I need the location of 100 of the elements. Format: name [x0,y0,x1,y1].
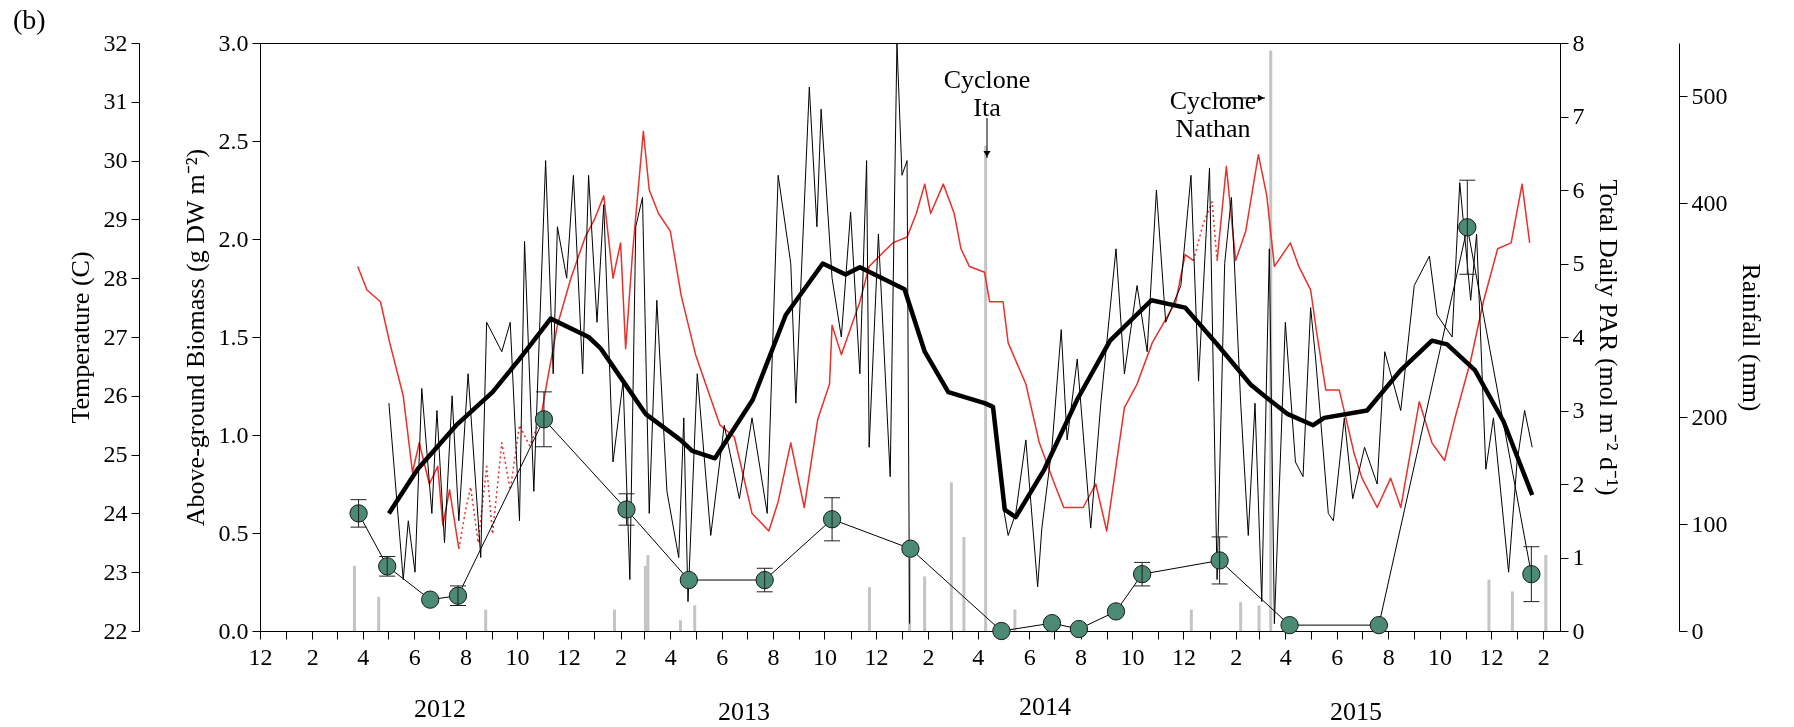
x-tick-label: 12 [556,643,581,670]
y2-tick-label: 0 [1572,617,1585,644]
x-tick-label: 12 [248,643,273,670]
text: 2014 [1019,692,1071,721]
y3-tick-label: 30 [103,147,128,174]
y-tick-label: 0.0 [218,617,249,644]
point [1042,614,1062,633]
x-tick-label: 6 [1023,643,1036,670]
y2-tick-label: 5 [1572,250,1585,276]
text: 2012 [414,694,466,723]
y3-tick-label: 29 [103,205,128,232]
y-tick-label: 1.5 [218,323,249,350]
y2-tick-label: 1 [1572,544,1585,570]
x-tick-label: 8 [1075,643,1088,670]
point [1458,218,1477,237]
x-tick-label: 8 [767,643,780,670]
bar [962,536,966,631]
x-tick-label: 2 [922,643,935,670]
x-tick-label: 10 [505,643,530,670]
y-axis-title: Above-ground Biomass (g DW m⁻²) [180,148,210,527]
x-tick-label: 8 [460,643,473,670]
y3-tick-label: 31 [103,88,128,115]
y-tick-label: 1.0 [218,421,249,448]
x-tick-label: 12 [1171,643,1196,670]
point [1369,615,1389,635]
text: 2013 [718,697,770,726]
x-tick-label: 12 [864,643,889,670]
bar [1239,602,1243,631]
point [349,504,368,523]
x-tick-label: 10 [1428,643,1453,670]
y2-tick-label: 3 [1572,397,1585,423]
annotation: Cyclone Ita [943,65,1031,122]
x-tick-label: 10 [812,643,837,670]
bar [1189,609,1193,631]
y-tick-label: 400 [1691,189,1728,216]
bar [1544,555,1548,631]
bar [923,576,927,631]
y3-tick-label: 32 [103,29,128,56]
y3-tick-label: 28 [103,264,128,291]
point [992,621,1011,641]
y3-tick-label: 22 [103,617,128,644]
point [1069,619,1089,639]
bar [679,620,683,631]
point [1106,602,1126,621]
bar [1013,609,1017,631]
y3-tick-label: 26 [103,382,128,409]
y2-tick-label: 2 [1572,470,1585,497]
y2-tick-label: 8 [1572,29,1585,56]
x-tick-label: 2 [615,643,628,670]
x-tick-label: 6 [716,643,729,670]
y-tick-label: 200 [1691,403,1728,430]
x-tick-label: 12 [1479,643,1504,670]
x-tick-label: 6 [1331,643,1344,670]
bar [1257,605,1261,631]
point [901,539,920,558]
bar [484,609,488,631]
x-tick-label: 10 [1120,643,1145,670]
text: 2015 [1330,697,1382,726]
y-tick-label: 2.0 [218,225,249,252]
bar [612,609,616,631]
x-tick-label: 4 [1279,643,1292,670]
bar [1510,591,1514,631]
y3-tick-label: 25 [103,441,128,468]
y-tick-label: 3.0 [218,29,249,56]
x-tick-label: 4 [664,643,677,670]
point [1522,565,1541,584]
bar [1487,579,1491,631]
y-tick-label: 2.5 [218,127,249,154]
y3-tick-label: 24 [103,499,128,526]
bar [949,482,953,631]
y3-tick-label: 27 [103,323,128,350]
x-tick-label: 8 [1382,643,1395,670]
y-axis-title: Rainfall (mm) [1736,263,1766,412]
point [421,590,440,609]
y-tick-label: 0.5 [218,519,249,546]
y2-tick-label: 7 [1572,103,1585,129]
y3-axis-title: Temperature (C) [65,251,95,424]
y-tick-label: 0 [1691,617,1704,644]
bar [867,587,871,631]
bar [352,565,356,631]
y3-tick-label: 23 [103,558,128,585]
annotation: Cyclone Nathan [1169,86,1257,143]
x-tick-label: 2 [306,643,319,670]
y-tick-label: 500 [1691,82,1728,109]
bar [693,605,697,631]
point [1280,615,1299,635]
y2-tick-label: 4 [1572,323,1585,350]
bar [377,596,381,631]
point [679,570,698,590]
x-tick-label: 2 [1230,643,1243,670]
x-tick-label: 2 [1537,643,1550,670]
y-tick-label: 100 [1691,510,1728,537]
x-tick-label: 4 [972,643,985,670]
text: (b) [13,4,46,35]
x-tick-label: 6 [408,643,421,670]
y2-axis-title: Total Daily PAR (mol m⁻² d⁻¹) [1593,179,1623,496]
x-tick-label: 4 [357,643,370,670]
point [1210,551,1229,570]
bar [646,555,650,631]
y2-tick-label: 6 [1572,176,1585,203]
